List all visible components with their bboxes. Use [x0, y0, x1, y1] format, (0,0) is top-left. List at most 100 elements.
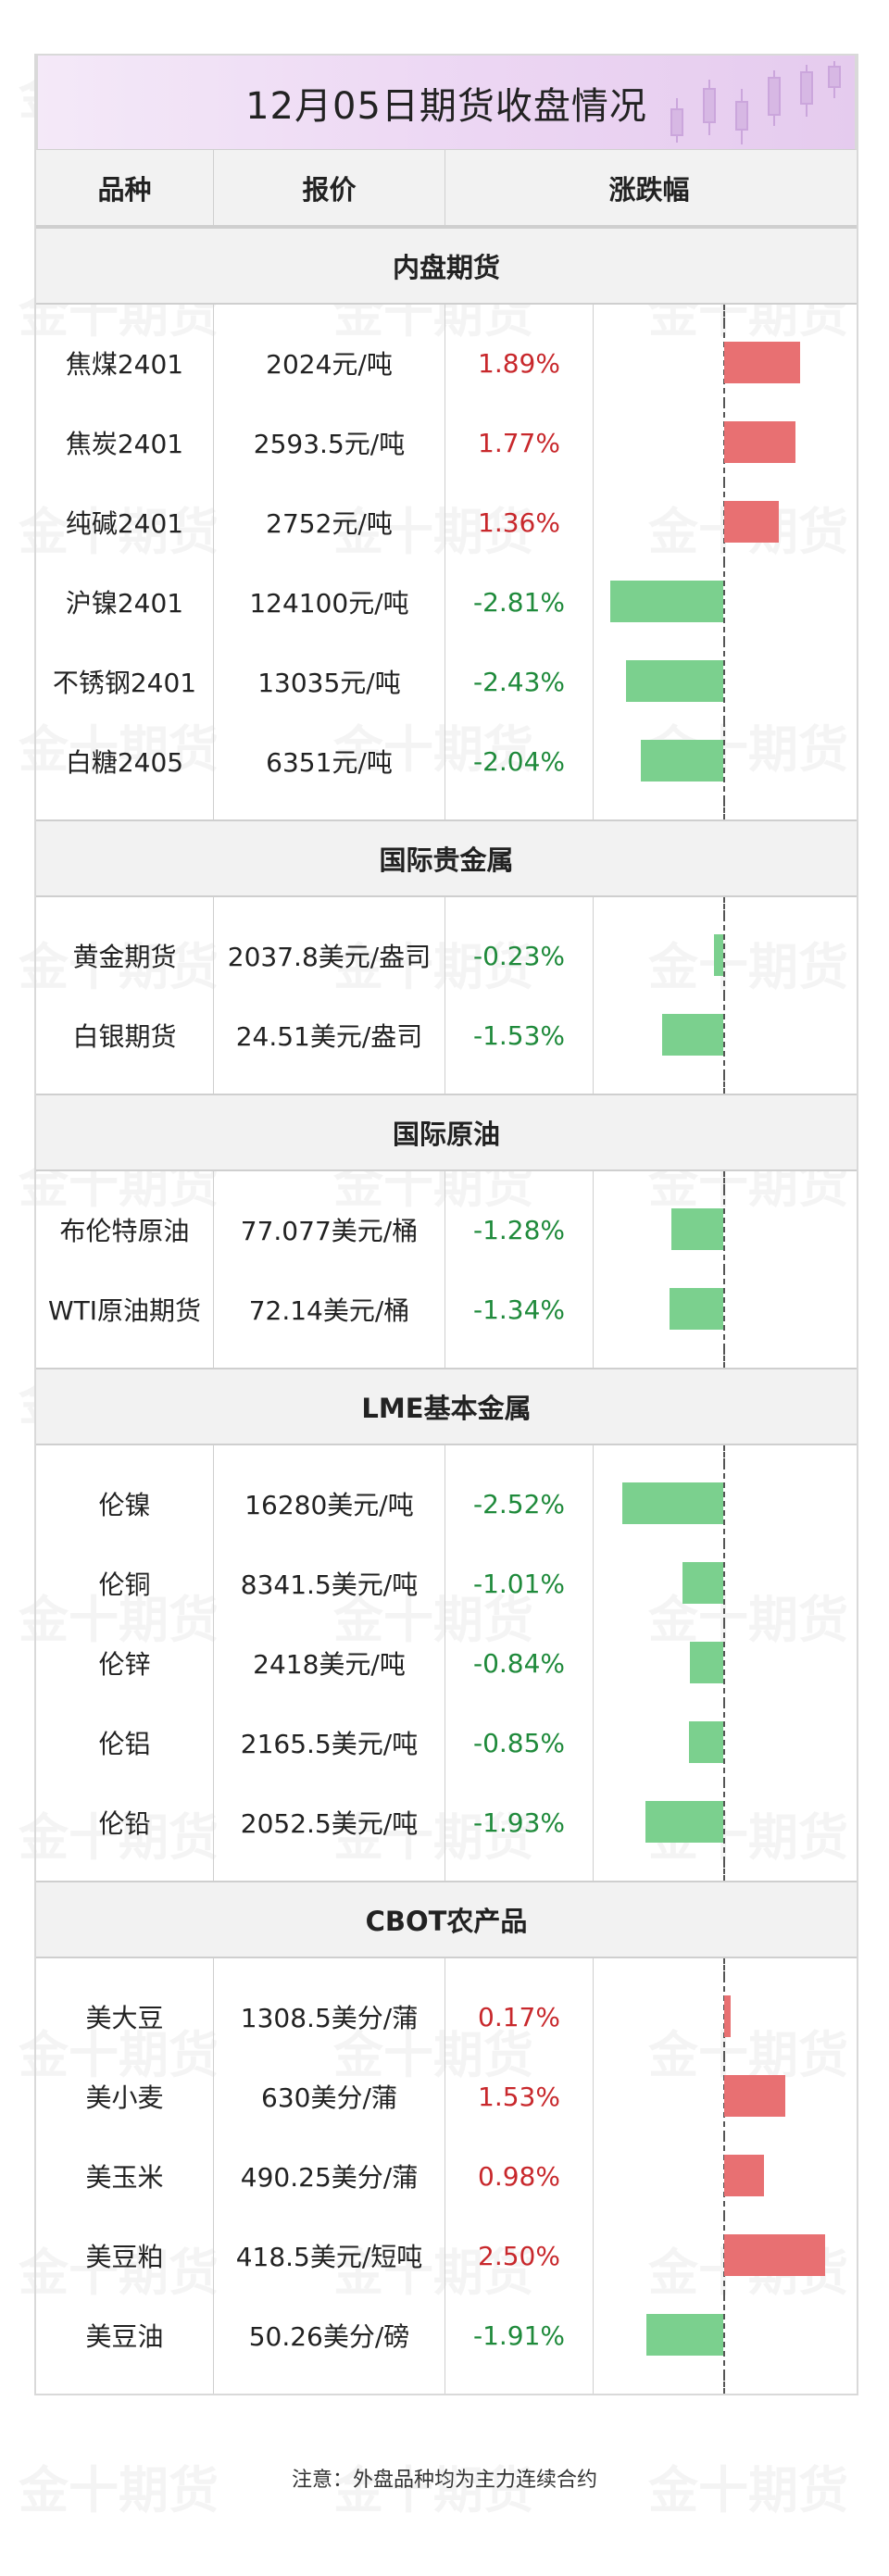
- row-spacer: [36, 1862, 857, 1881]
- change-bar-cell: [594, 1190, 853, 1269]
- variety-cell: 焦煤2401: [36, 323, 214, 403]
- change-bar-down: [625, 660, 723, 702]
- table-row: 白糖2405 6351元/吨 -2.04%: [36, 721, 857, 801]
- change-cell: -1.01%: [445, 1544, 594, 1623]
- row-spacer: [36, 2375, 857, 2394]
- price-cell: 418.5美元/短吨: [214, 2216, 445, 2295]
- section-title: 国际原油: [392, 1119, 500, 1150]
- change-cell: 1.53%: [445, 2057, 594, 2136]
- change-cell: 1.77%: [445, 403, 594, 482]
- change-bar-cell: [594, 2295, 853, 2375]
- change-cell: 0.17%: [445, 1977, 594, 2057]
- change-bar-cell: [594, 482, 853, 562]
- change-bar-cell: [594, 1703, 853, 1782]
- change-bar-up: [724, 2075, 786, 2117]
- table-row: 美大豆 1308.5美分/蒲 0.17%: [36, 1977, 857, 2057]
- price-cell: 2418美元/吨: [214, 1623, 445, 1703]
- change-bar-down: [646, 2314, 723, 2356]
- variety-cell: 伦镍: [36, 1464, 214, 1544]
- change-cell: -2.81%: [445, 562, 594, 642]
- table-row: 沪镍2401 124100元/吨 -2.81%: [36, 562, 857, 642]
- change-cell: -0.84%: [445, 1623, 594, 1703]
- zero-axis-line: [723, 1782, 725, 1862]
- change-bar-cell: [594, 642, 853, 721]
- row-spacer: [36, 1445, 857, 1464]
- section-title: 内盘期货: [392, 252, 500, 283]
- zero-axis-line: [723, 1269, 725, 1349]
- section-title: LME基本金属: [361, 1393, 532, 1424]
- change-cell: 1.89%: [445, 323, 594, 403]
- change-bar-cell: [594, 1269, 853, 1349]
- variety-cell: WTI原油期货: [36, 1269, 214, 1349]
- variety-cell: 纯碱2401: [36, 482, 214, 562]
- price-cell: 1308.5美分/蒲: [214, 1977, 445, 2057]
- change-bar-down: [669, 1288, 723, 1330]
- row-spacer: [36, 1075, 857, 1094]
- header-variety: 品种: [36, 150, 214, 225]
- row-spacer: [36, 897, 857, 916]
- section-title: CBOT农产品: [365, 1906, 528, 1937]
- variety-cell: 伦铅: [36, 1782, 214, 1862]
- price-cell: 50.26美分/磅: [214, 2295, 445, 2375]
- table-row: 纯碱2401 2752元/吨 1.36%: [36, 482, 857, 562]
- variety-cell: 白糖2405: [36, 721, 214, 801]
- variety-cell: 美豆油: [36, 2295, 214, 2375]
- zero-axis-line: [723, 1190, 725, 1269]
- price-cell: 77.077美元/桶: [214, 1190, 445, 1269]
- price-cell: 13035元/吨: [214, 642, 445, 721]
- table-row: 伦镍 16280美元/吨 -2.52%: [36, 1464, 857, 1544]
- change-bar-up: [724, 421, 795, 463]
- change-bar-cell: [594, 1977, 853, 2057]
- variety-cell: 不锈钢2401: [36, 642, 214, 721]
- change-cell: 1.36%: [445, 482, 594, 562]
- header-change: 涨跌幅: [608, 173, 690, 206]
- table-row: 布伦特原油 77.077美元/桶 -1.28%: [36, 1190, 857, 1269]
- futures-table-card: 12月05日期货收盘情况 品种 报价 涨跌幅 内盘期货 焦煤2401 2024元/吨…: [34, 54, 858, 2395]
- zero-axis-line: [723, 1544, 725, 1623]
- row-spacer: [36, 1958, 857, 1977]
- table-row: WTI原油期货 72.14美元/桶 -1.34%: [36, 1269, 857, 1349]
- change-bar-up: [724, 1995, 732, 2037]
- change-bar-cell: [594, 1544, 853, 1623]
- change-bar-cell: [594, 916, 853, 995]
- table-row: 焦煤2401 2024元/吨 1.89%: [36, 323, 857, 403]
- zero-axis-line: [723, 1703, 725, 1782]
- variety-cell: 美大豆: [36, 1977, 214, 2057]
- change-bar-down: [610, 581, 723, 622]
- row-spacer: [36, 305, 857, 323]
- price-cell: 24.51美元/盎司: [214, 995, 445, 1075]
- change-bar-down: [714, 934, 723, 976]
- zero-axis-line: [723, 642, 725, 721]
- change-bar-up: [724, 2155, 764, 2196]
- section-header: 国际贵金属: [36, 819, 857, 897]
- change-bar-down: [689, 1721, 723, 1763]
- price-cell: 2165.5美元/吨: [214, 1703, 445, 1782]
- table-row: 不锈钢2401 13035元/吨 -2.43%: [36, 642, 857, 721]
- variety-cell: 美玉米: [36, 2136, 214, 2216]
- price-cell: 8341.5美元/吨: [214, 1544, 445, 1623]
- change-bar-up: [724, 501, 780, 543]
- variety-cell: 伦铜: [36, 1544, 214, 1623]
- change-cell: -2.04%: [445, 721, 594, 801]
- change-bar-cell: [594, 2216, 853, 2295]
- price-cell: 2752元/吨: [214, 482, 445, 562]
- variety-cell: 焦炭2401: [36, 403, 214, 482]
- price-cell: 16280美元/吨: [214, 1464, 445, 1544]
- change-bar-down: [661, 1014, 723, 1056]
- table-header: 品种 报价 涨跌幅: [36, 150, 857, 227]
- section-header: CBOT农产品: [36, 1881, 857, 1958]
- variety-cell: 白银期货: [36, 995, 214, 1075]
- zero-axis-line: [723, 2295, 725, 2375]
- change-bar-cell: [594, 721, 853, 801]
- candlestick-decoration-icon: [670, 61, 841, 144]
- change-bar-cell: [594, 1623, 853, 1703]
- variety-cell: 伦铝: [36, 1703, 214, 1782]
- change-bar-down: [621, 1482, 723, 1524]
- change-cell: -0.85%: [445, 1703, 594, 1782]
- table-row: 伦铅 2052.5美元/吨 -1.93%: [36, 1782, 857, 1862]
- section-header: LME基本金属: [36, 1368, 857, 1445]
- change-bar-up: [724, 342, 801, 383]
- price-cell: 2037.8美元/盎司: [214, 916, 445, 995]
- table-row: 美豆油 50.26美分/磅 -1.91%: [36, 2295, 857, 2375]
- change-bar-cell: [594, 562, 853, 642]
